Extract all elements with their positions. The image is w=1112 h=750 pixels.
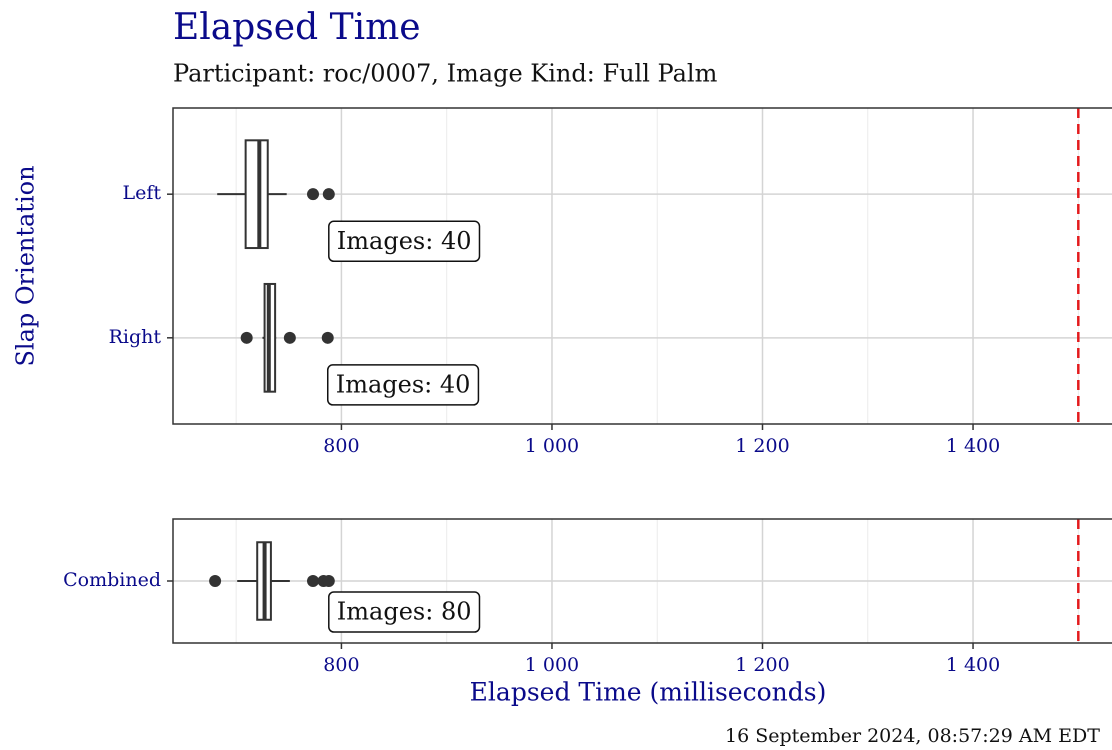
outlier [322, 188, 335, 201]
outlier [283, 331, 296, 344]
y-axis-label: Slap Orientation [12, 165, 40, 366]
outlier [240, 331, 253, 344]
annotation-box [328, 220, 481, 263]
x-tick-label: 1 000 [525, 654, 579, 676]
y-tick-label: Combined [63, 569, 161, 591]
chart-subtitle: Participant: roc/0007, Image Kind: Full … [173, 60, 718, 88]
x-tick-label: 1 400 [946, 654, 1000, 676]
x-tick-label: 800 [323, 435, 359, 457]
outlier [307, 188, 320, 201]
x-axis-label: Elapsed Time (milliseconds) [470, 678, 827, 707]
annotation-box [328, 591, 481, 633]
chart-title: Elapsed Time [173, 7, 421, 48]
panel-border [172, 107, 1112, 425]
panel-border [172, 518, 1112, 644]
y-tick-label: Left [122, 182, 161, 204]
outlier [322, 575, 335, 587]
y-tick-label: Right [109, 326, 162, 348]
annotation: Images: 40 [337, 227, 472, 255]
annotation: Images: 80 [337, 598, 472, 626]
x-tick-label: 1 200 [735, 654, 789, 676]
outlier [209, 575, 222, 587]
x-tick-label: 800 [323, 654, 359, 676]
x-tick-label: 1 000 [525, 435, 579, 457]
outlier [307, 575, 320, 587]
annotation-box [326, 364, 480, 406]
annotation: Images: 40 [336, 370, 471, 398]
x-tick-label: 1 200 [735, 435, 789, 457]
box [244, 139, 269, 250]
x-tick-label: 1 400 [946, 435, 1000, 457]
outlier [321, 331, 334, 344]
footer: 16 September 2024, 08:57:29 AM EDT [725, 725, 1100, 747]
